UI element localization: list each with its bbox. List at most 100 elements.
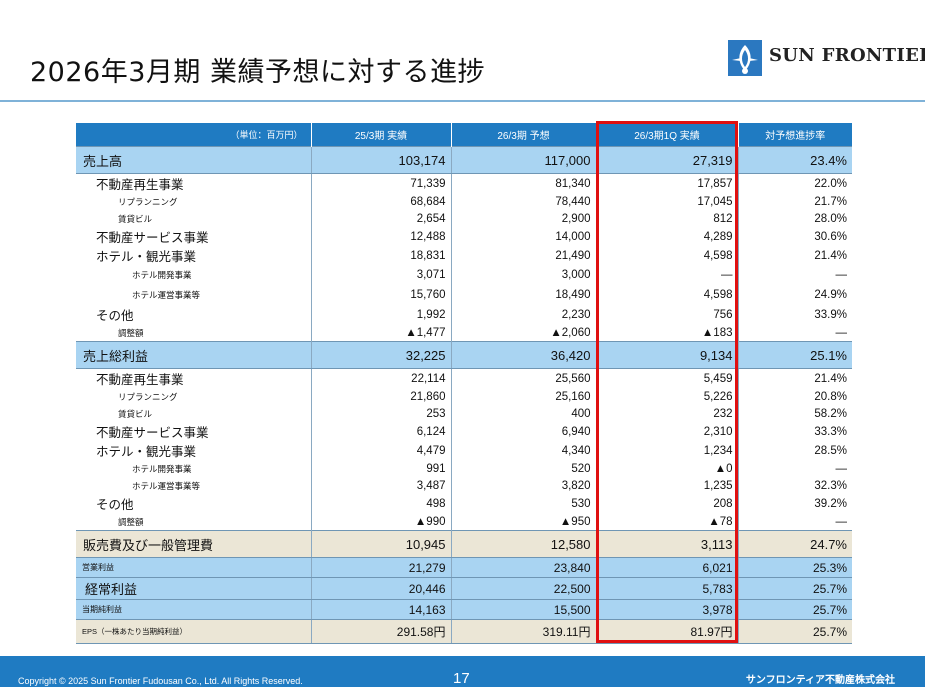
- cell-fy26-forecast: ▲950: [450, 513, 596, 531]
- cell-fy26-forecast: 36,420: [450, 341, 596, 369]
- cell-fy26-forecast: 81,340: [450, 173, 596, 193]
- row-label: ホテル運営事業等: [76, 285, 311, 305]
- row-label: 営業利益: [76, 557, 311, 578]
- row-label: 販売費及び一般管理費: [76, 530, 311, 558]
- cell-fy25-actual: 15,760: [310, 285, 451, 305]
- cell-fy26-q1-actual: 1,235: [595, 477, 738, 494]
- row-label: リプランニング: [76, 388, 311, 405]
- cell-fy26-q1-actual: 17,857: [595, 173, 738, 193]
- table-row: ホテル開発事業 991 520 ▲0 ―: [76, 460, 852, 477]
- cell-progress-rate: 28.5%: [737, 441, 852, 460]
- cell-fy26-q1-actual: 6,021: [595, 557, 738, 578]
- cell-fy26-q1-actual: 9,134: [595, 341, 738, 369]
- cell-fy26-q1-actual: 5,226: [595, 388, 738, 405]
- cell-progress-rate: 33.3%: [737, 422, 852, 441]
- row-label: ホテル・観光事業: [76, 246, 311, 265]
- cell-fy26-forecast: 78,440: [450, 193, 596, 210]
- table-row: 営業利益 21,279 23,840 6,021 25.3%: [76, 557, 852, 578]
- cell-fy26-q1-actual: ▲0: [595, 460, 738, 477]
- cell-fy26-q1-actual: 208: [595, 494, 738, 513]
- cell-fy26-forecast: 22,500: [450, 577, 596, 600]
- row-label: 調整額: [76, 324, 311, 342]
- cell-progress-rate: 25.7%: [737, 599, 852, 620]
- cell-progress-rate: 30.6%: [737, 227, 852, 246]
- cell-progress-rate: 39.2%: [737, 494, 852, 513]
- table-row: その他 498 530 208 39.2%: [76, 494, 852, 513]
- cell-fy26-q1-actual: 27,319: [595, 146, 738, 174]
- cell-fy26-q1-actual: 81.97円: [595, 619, 738, 644]
- cell-fy26-q1-actual: 3,978: [595, 599, 738, 620]
- cell-fy25-actual: 32,225: [310, 341, 451, 369]
- cell-fy26-forecast: 25,160: [450, 388, 596, 405]
- table-row: 不動産再生事業 22,114 25,560 5,459 21.4%: [76, 368, 852, 388]
- row-label: 賃貸ビル: [76, 405, 311, 422]
- cell-fy25-actual: 14,163: [310, 599, 451, 620]
- cell-progress-rate: 25.7%: [737, 577, 852, 600]
- footer-bar: Copyright © 2025 Sun Frontier Fudousan C…: [0, 656, 925, 687]
- cell-fy25-actual: 991: [310, 460, 451, 477]
- cell-fy26-q1-actual: ▲183: [595, 324, 738, 342]
- cell-fy26-forecast: 3,820: [450, 477, 596, 494]
- cell-fy26-forecast: 400: [450, 405, 596, 422]
- cell-progress-rate: 25.1%: [737, 341, 852, 369]
- table-row: 販売費及び一般管理費 10,945 12,580 3,113 24.7%: [76, 530, 852, 558]
- cell-fy25-actual: 22,114: [310, 368, 451, 388]
- cell-fy26-forecast: 18,490: [450, 285, 596, 305]
- cell-progress-rate: ―: [737, 513, 852, 531]
- cell-fy25-actual: 21,279: [310, 557, 451, 578]
- cell-fy26-forecast: 520: [450, 460, 596, 477]
- cell-fy26-forecast: 21,490: [450, 246, 596, 265]
- cell-fy26-forecast: 15,500: [450, 599, 596, 620]
- cell-fy26-q1-actual: 756: [595, 305, 738, 324]
- cell-fy26-q1-actual: 5,783: [595, 577, 738, 600]
- cell-progress-rate: 21.4%: [737, 368, 852, 388]
- cell-progress-rate: 21.4%: [737, 246, 852, 265]
- cell-fy25-actual: 498: [310, 494, 451, 513]
- cell-fy25-actual: 18,831: [310, 246, 451, 265]
- cell-fy26-q1-actual: 5,459: [595, 368, 738, 388]
- table-row: 当期純利益 14,163 15,500 3,978 25.7%: [76, 599, 852, 620]
- forecast-progress-table: （単位：百万円） 25/3期 実績 26/3期 予想 26/3期1Q 実績 対予…: [76, 123, 852, 644]
- cell-progress-rate: ―: [737, 324, 852, 342]
- row-label: リプランニング: [76, 193, 311, 210]
- cell-progress-rate: 20.8%: [737, 388, 852, 405]
- cell-fy25-actual: 2,654: [310, 210, 451, 227]
- cell-fy25-actual: 68,684: [310, 193, 451, 210]
- cell-fy26-q1-actual: 812: [595, 210, 738, 227]
- cell-fy25-actual: 103,174: [310, 146, 451, 174]
- cell-progress-rate: 25.3%: [737, 557, 852, 578]
- cell-fy26-q1-actual: 3,113: [595, 530, 738, 558]
- cell-fy26-forecast: 12,580: [450, 530, 596, 558]
- row-label: 調整額: [76, 513, 311, 531]
- row-label: 売上総利益: [76, 341, 311, 369]
- table-row: 調整額 ▲1,477 ▲2,060 ▲183 ―: [76, 324, 852, 342]
- row-label: ホテル運営事業等: [76, 477, 311, 494]
- cell-progress-rate: 22.0%: [737, 173, 852, 193]
- row-label: 不動産サービス事業: [76, 227, 311, 246]
- cell-progress-rate: 21.7%: [737, 193, 852, 210]
- cell-fy26-q1-actual: 4,598: [595, 285, 738, 305]
- table-row: リプランニング 21,860 25,160 5,226 20.8%: [76, 388, 852, 405]
- table-row: 売上総利益 32,225 36,420 9,134 25.1%: [76, 341, 852, 369]
- row-label: その他: [76, 494, 311, 513]
- cell-progress-rate: ―: [737, 265, 852, 285]
- cell-fy25-actual: 21,860: [310, 388, 451, 405]
- cell-fy25-actual: 291.58円: [310, 619, 451, 644]
- cell-fy25-actual: ▲990: [310, 513, 451, 531]
- row-label: ホテル開発事業: [76, 265, 311, 285]
- row-label: 不動産サービス事業: [76, 422, 311, 441]
- cell-fy26-q1-actual: 1,234: [595, 441, 738, 460]
- table-row: 賃貸ビル 2,654 2,900 812 28.0%: [76, 210, 852, 227]
- cell-fy25-actual: 1,992: [310, 305, 451, 324]
- cell-fy25-actual: ▲1,477: [310, 324, 451, 342]
- table-row: 経常利益 20,446 22,500 5,783 25.7%: [76, 577, 852, 600]
- cell-fy26-q1-actual: 2,310: [595, 422, 738, 441]
- table-row: ホテル・観光事業 4,479 4,340 1,234 28.5%: [76, 441, 852, 460]
- cell-progress-rate: 25.7%: [737, 619, 852, 644]
- row-label: 賃貸ビル: [76, 210, 311, 227]
- cell-fy26-q1-actual: 4,289: [595, 227, 738, 246]
- cell-progress-rate: 23.4%: [737, 146, 852, 174]
- table-row: その他 1,992 2,230 756 33.9%: [76, 305, 852, 324]
- cell-fy26-forecast: 25,560: [450, 368, 596, 388]
- cell-fy26-forecast: ▲2,060: [450, 324, 596, 342]
